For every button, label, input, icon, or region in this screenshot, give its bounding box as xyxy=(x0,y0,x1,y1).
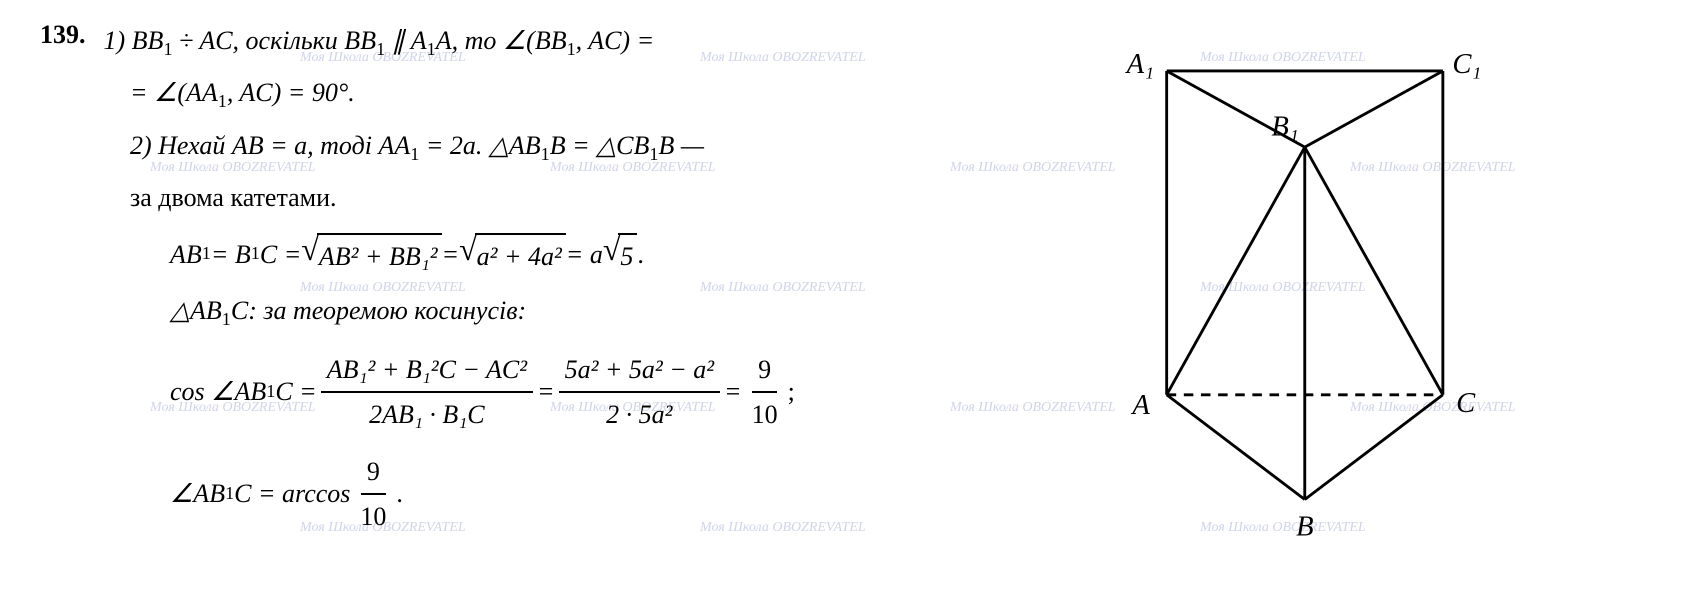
label-c: C xyxy=(1456,388,1476,419)
label-a: A xyxy=(1130,390,1150,421)
fraction-3: 9 10 xyxy=(746,348,784,436)
diagram-prism: A₁ C₁ B₁ A C B xyxy=(1080,20,1660,565)
fraction-2: 5a² + 5a² − a² 2 · 5a² xyxy=(559,348,720,436)
edge-c1-b1 xyxy=(1305,71,1443,147)
line-4: за двома катетами. xyxy=(40,177,1080,219)
line-3: 2) Нехай AB = a, тоді AA1 = 2a. △AB1B = … xyxy=(40,125,1080,169)
fraction-4: 9 10 xyxy=(354,450,392,538)
line-7-equation: cos ∠AB1 C = AB₁² + B₁²C − AC² 2AB₁ · B₁… xyxy=(40,348,1080,436)
content-wrapper: 139. 1) BB1 ÷ AC, оскільки BB1 ∥ A1A, то… xyxy=(20,20,1662,565)
sqrt-3: √5 xyxy=(603,233,638,276)
label-a1: A₁ xyxy=(1125,49,1154,80)
solution-text: 139. 1) BB1 ÷ AC, оскільки BB1 ∥ A1A, то… xyxy=(20,20,1080,565)
diagonal-b1-c xyxy=(1305,147,1443,395)
line-2: = ∠(AA1, AC) = 90°. xyxy=(40,72,1080,116)
line-6: △AB1C: за теоремою косинусів: xyxy=(40,290,1080,334)
problem-number: 139. xyxy=(40,20,86,50)
edge-a-b xyxy=(1167,395,1305,500)
line-5-equation: AB1 = B1 C = √AB² + BB₁² = √a² + 4a² = a… xyxy=(40,233,1080,276)
line-8-equation: ∠AB1 C = arccos 9 10 . xyxy=(40,450,1080,538)
label-b1: B₁ xyxy=(1271,112,1298,143)
sqrt-1: √AB² + BB₁² xyxy=(301,233,441,276)
fraction-1: AB₁² + B₁²C − AC² 2AB₁ · B₁C xyxy=(321,348,533,436)
sqrt-2: √a² + 4a² xyxy=(459,233,566,276)
line-1: 1) BB1 ÷ AC, оскільки BB1 ∥ A1A, то ∠(BB… xyxy=(40,20,1080,64)
diagonal-b1-a xyxy=(1167,147,1305,395)
edge-c-b xyxy=(1305,395,1443,500)
label-c1: C₁ xyxy=(1452,49,1481,80)
prism-svg: A₁ C₁ B₁ A C B xyxy=(1100,20,1500,560)
label-b: B xyxy=(1296,512,1313,543)
